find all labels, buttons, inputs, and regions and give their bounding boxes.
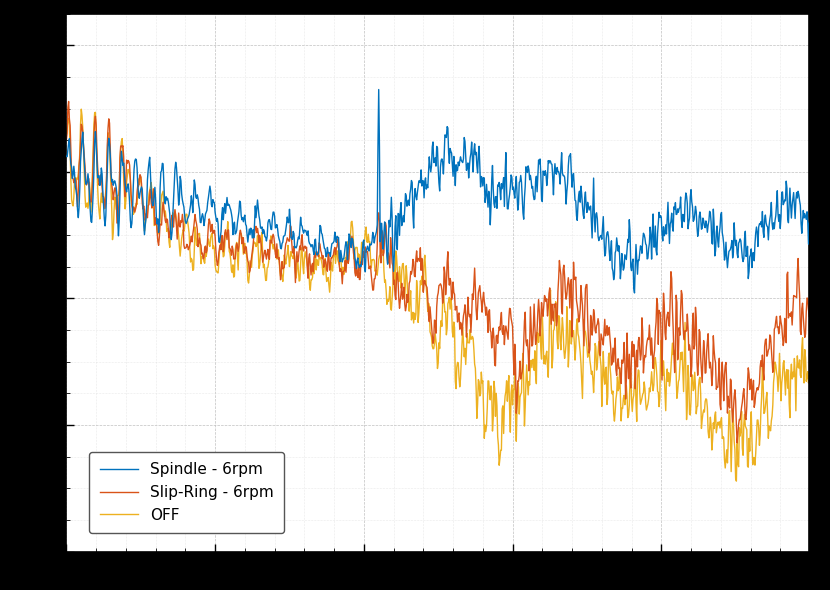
Slip-Ring - 6rpm bbox=[655, 309, 665, 316]
Slip-Ring - 6rpm bbox=[804, 313, 814, 320]
OFF bbox=[61, 130, 71, 137]
OFF bbox=[655, 395, 665, 402]
Line: Spindle - 6rpm: Spindle - 6rpm bbox=[66, 90, 809, 293]
OFF bbox=[389, 273, 399, 280]
OFF bbox=[138, 201, 148, 208]
Spindle - 6rpm bbox=[572, 217, 582, 224]
Spindle - 6rpm bbox=[362, 245, 372, 252]
Spindle - 6rpm bbox=[61, 153, 71, 160]
Line: Slip-Ring - 6rpm: Slip-Ring - 6rpm bbox=[66, 101, 809, 443]
Slip-Ring - 6rpm bbox=[61, 136, 71, 143]
OFF bbox=[804, 372, 814, 379]
Line: OFF: OFF bbox=[66, 109, 809, 481]
Spindle - 6rpm bbox=[656, 212, 666, 219]
Spindle - 6rpm bbox=[137, 186, 147, 193]
Slip-Ring - 6rpm bbox=[363, 248, 373, 255]
OFF bbox=[363, 239, 373, 246]
Slip-Ring - 6rpm bbox=[138, 205, 148, 212]
Slip-Ring - 6rpm bbox=[732, 440, 742, 447]
OFF bbox=[642, 407, 652, 414]
Slip-Ring - 6rpm bbox=[389, 277, 399, 284]
Spindle - 6rpm bbox=[804, 219, 814, 227]
OFF bbox=[76, 106, 86, 113]
OFF bbox=[572, 315, 582, 322]
Slip-Ring - 6rpm bbox=[572, 302, 582, 309]
Slip-Ring - 6rpm bbox=[642, 343, 652, 350]
Spindle - 6rpm bbox=[389, 251, 399, 258]
Spindle - 6rpm bbox=[629, 289, 639, 296]
OFF bbox=[731, 477, 741, 484]
Slip-Ring - 6rpm bbox=[64, 98, 74, 105]
Legend: Spindle - 6rpm, Slip-Ring - 6rpm, OFF: Spindle - 6rpm, Slip-Ring - 6rpm, OFF bbox=[89, 451, 285, 533]
Spindle - 6rpm bbox=[642, 255, 652, 263]
Spindle - 6rpm bbox=[374, 86, 383, 93]
